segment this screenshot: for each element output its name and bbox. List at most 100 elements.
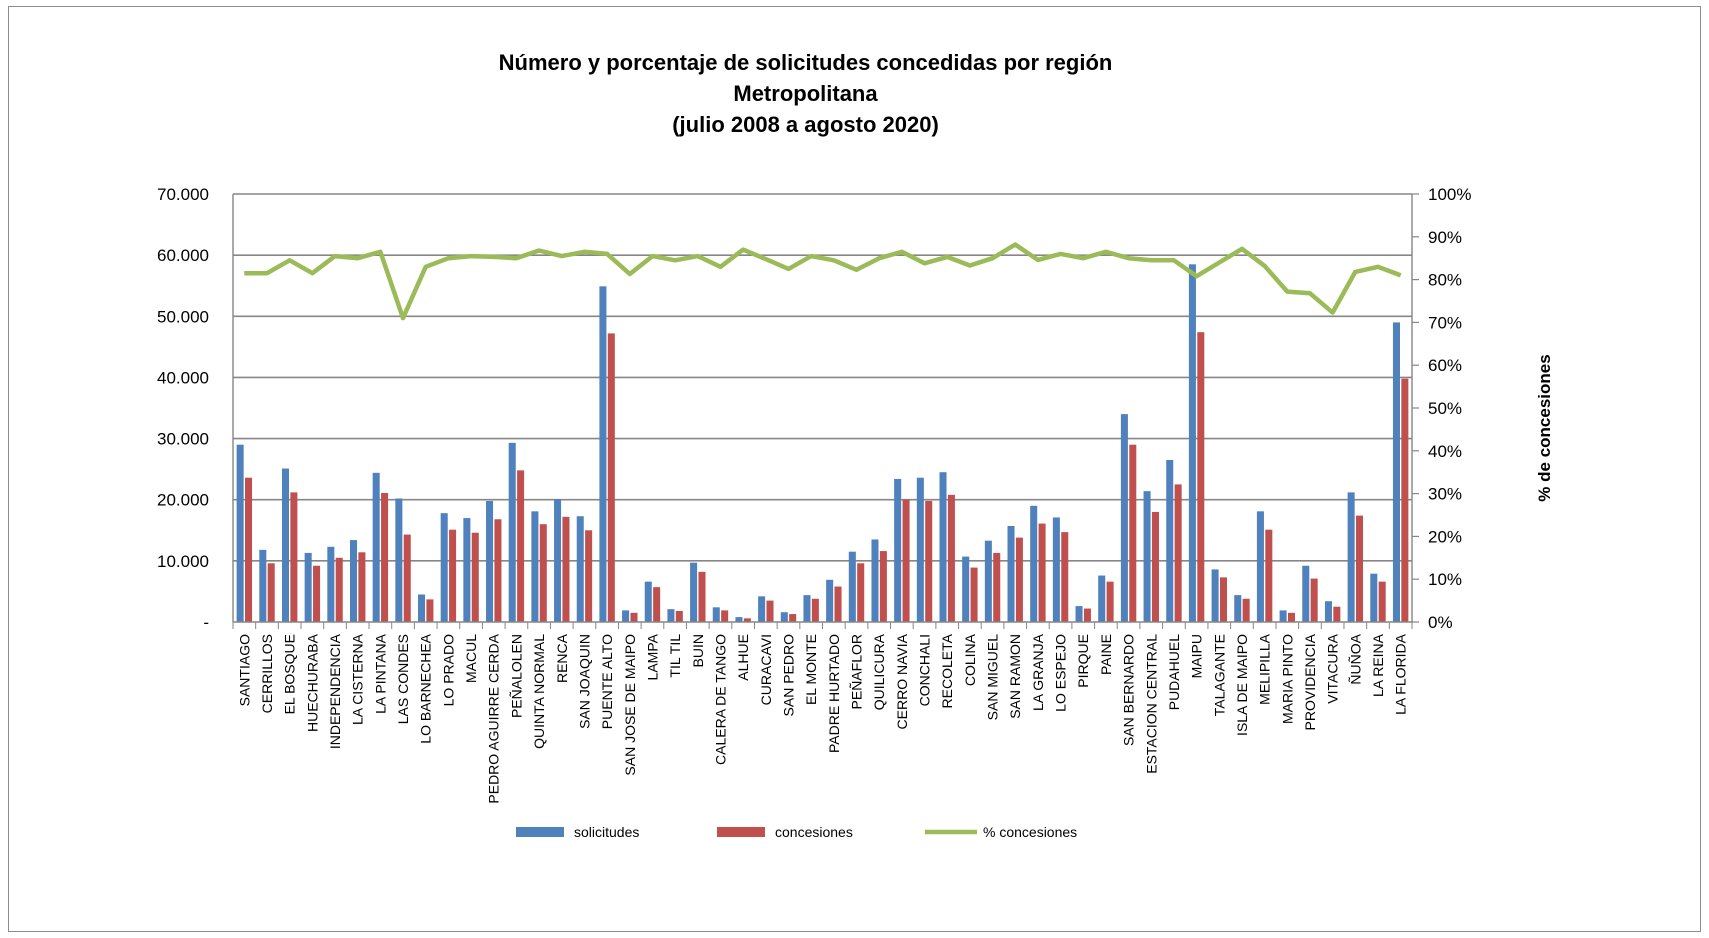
bar-concesiones bbox=[585, 530, 593, 622]
bar-solicitudes bbox=[599, 286, 607, 622]
right-tick-label: 80% bbox=[1428, 271, 1462, 290]
bar-concesiones bbox=[698, 571, 706, 622]
line-percent-concesiones bbox=[244, 242, 1402, 321]
bar-solicitudes bbox=[690, 562, 698, 622]
bar-solicitudes bbox=[1030, 505, 1038, 622]
right-tick-label: 0% bbox=[1428, 613, 1453, 632]
bar-solicitudes bbox=[803, 595, 811, 622]
chart-canvas: Número y porcentaje de solicitudes conce… bbox=[157, 50, 1554, 840]
bar-solicitudes bbox=[1347, 492, 1355, 622]
category-label: LAS CONDES bbox=[395, 634, 411, 724]
bar-concesiones bbox=[811, 598, 819, 622]
bar-solicitudes bbox=[1279, 610, 1287, 622]
right-tick-label: 70% bbox=[1428, 313, 1462, 332]
bar-concesiones bbox=[494, 519, 502, 622]
legend-label: % concesiones bbox=[983, 824, 1077, 840]
bar-solicitudes bbox=[1256, 511, 1264, 622]
bar-solicitudes bbox=[259, 549, 267, 622]
bar-solicitudes bbox=[1302, 565, 1310, 622]
category-label: LA FLORIDA bbox=[1393, 633, 1409, 715]
bar-concesiones bbox=[267, 563, 275, 622]
bar-concesiones bbox=[1265, 529, 1273, 622]
bar-solicitudes bbox=[826, 579, 834, 622]
category-label: ESTACION CENTRAL bbox=[1143, 634, 1159, 774]
bar-concesiones bbox=[766, 600, 774, 622]
right-tick-label: 20% bbox=[1428, 527, 1462, 546]
bar-solicitudes bbox=[440, 513, 448, 622]
category-label: SANTIAGO bbox=[236, 634, 252, 706]
bar-concesiones bbox=[358, 552, 366, 622]
bar-solicitudes bbox=[644, 581, 652, 622]
bar-concesiones bbox=[947, 494, 955, 622]
bar-concesiones bbox=[1151, 511, 1159, 622]
bar-concesiones bbox=[721, 610, 729, 622]
bar-solicitudes bbox=[758, 596, 766, 622]
category-label: QUINTA NORMAL bbox=[531, 634, 547, 749]
percent-line bbox=[244, 242, 1402, 321]
bar-concesiones bbox=[335, 557, 343, 622]
category-label: MAIPU bbox=[1189, 634, 1205, 678]
bar-solicitudes bbox=[349, 540, 358, 622]
bar-concesiones bbox=[1129, 444, 1137, 622]
bar-solicitudes bbox=[463, 518, 471, 622]
category-label: VITACURA bbox=[1325, 633, 1341, 703]
category-label: LA PINTANA bbox=[372, 633, 388, 714]
legend-label: concesiones bbox=[775, 824, 853, 840]
bar-concesiones bbox=[562, 516, 570, 622]
bar-solicitudes bbox=[894, 478, 902, 622]
bar-concesiones bbox=[1083, 608, 1091, 622]
category-label: PADRE HURTADO bbox=[826, 634, 842, 753]
bar-concesiones bbox=[857, 563, 865, 622]
bar-solicitudes bbox=[531, 511, 539, 622]
bar-concesiones bbox=[902, 499, 910, 622]
bar-solicitudes bbox=[1234, 595, 1242, 622]
category-label: PROVIDENCIA bbox=[1302, 633, 1318, 730]
bar-solicitudes bbox=[1143, 491, 1151, 622]
bar-concesiones bbox=[426, 599, 434, 622]
bar-concesiones bbox=[925, 500, 933, 622]
bar-solicitudes bbox=[508, 442, 516, 622]
bar-solicitudes bbox=[984, 540, 992, 622]
chart-title: Número y porcentaje de solicitudes conce… bbox=[499, 50, 1113, 137]
bar-solicitudes bbox=[418, 594, 426, 622]
category-label: LA GRANJA bbox=[1030, 633, 1046, 711]
left-tick-label: 20.000 bbox=[157, 491, 209, 510]
bar-solicitudes bbox=[735, 617, 743, 622]
left-tick-label: 50.000 bbox=[157, 307, 209, 326]
bar-concesiones bbox=[245, 477, 253, 622]
bar-concesiones bbox=[993, 552, 1001, 622]
bar-solicitudes bbox=[1211, 569, 1219, 622]
legend-swatch bbox=[516, 827, 564, 837]
category-label: CERRILLOS bbox=[259, 634, 275, 713]
bar-concesiones bbox=[743, 618, 751, 622]
bar-concesiones bbox=[1310, 578, 1318, 622]
category-label: MARIA PINTO bbox=[1279, 634, 1295, 724]
axes bbox=[232, 193, 1419, 629]
bar-concesiones bbox=[1038, 523, 1046, 622]
bar-solicitudes bbox=[871, 539, 879, 622]
bar-concesiones bbox=[630, 612, 638, 622]
bar-concesiones bbox=[1378, 581, 1386, 622]
bar-concesiones bbox=[834, 586, 842, 622]
bar-solicitudes bbox=[848, 551, 856, 622]
category-label: SAN JOSE DE MAIPO bbox=[622, 634, 638, 776]
left-tick-label: 10.000 bbox=[157, 552, 209, 571]
category-label: CALERA DE TANGO bbox=[712, 634, 728, 765]
bar-solicitudes bbox=[372, 472, 380, 622]
category-label: MACUL bbox=[463, 634, 479, 683]
category-label: BUIN bbox=[690, 634, 706, 667]
right-tick-label: 40% bbox=[1428, 442, 1462, 461]
category-label: RECOLETA bbox=[939, 633, 955, 708]
left-tick-label: 60.000 bbox=[157, 246, 209, 265]
bar-concesiones bbox=[1219, 577, 1227, 622]
bar-solicitudes bbox=[962, 556, 970, 622]
bar-concesiones bbox=[970, 567, 978, 622]
bar-concesiones bbox=[1242, 598, 1250, 622]
right-axis-title: % de concesiones bbox=[1535, 354, 1554, 501]
bar-concesiones bbox=[879, 551, 887, 622]
category-label: SAN BERNARDO bbox=[1121, 634, 1137, 746]
bar-concesiones bbox=[1197, 332, 1205, 622]
chart-title-line: Metropolitana bbox=[733, 81, 878, 106]
left-tick-label: 30.000 bbox=[157, 430, 209, 449]
category-label: LA CISTERNA bbox=[350, 633, 366, 725]
